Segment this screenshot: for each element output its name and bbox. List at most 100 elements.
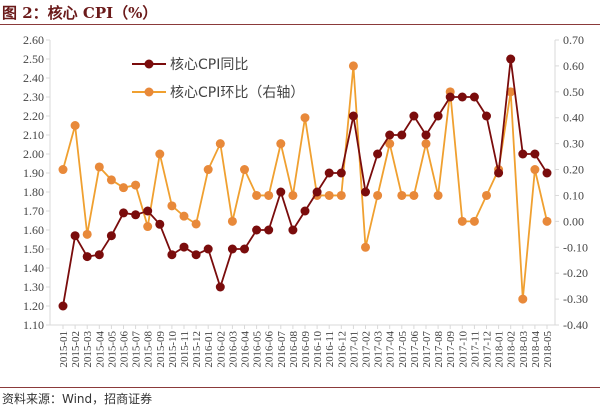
mom-data-point (469, 216, 479, 226)
mom-data-point (240, 165, 249, 175)
yoy-data-point (119, 208, 128, 218)
left-tick-label: 1.70 (23, 204, 44, 218)
x-tick-label: 2015-09 (155, 331, 167, 368)
x-tick-label: 2017-09 (445, 331, 457, 368)
x-tick-label: 2015-08 (143, 331, 155, 368)
x-tick-label: 2015-10 (167, 331, 179, 368)
mom-data-point (409, 190, 419, 200)
mom-data-point (506, 87, 516, 97)
yoy-data-point (276, 187, 286, 197)
x-tick-label: 2018-01 (494, 331, 506, 368)
x-tick-label: 2015-01 (58, 331, 70, 368)
mom-data-point (191, 219, 201, 229)
x-tick-label: 2018-02 (506, 331, 518, 368)
right-tick-label: -0.40 (563, 318, 588, 332)
x-tick-label: 2017-02 (361, 331, 373, 368)
right-tick-label: -0.10 (563, 240, 588, 254)
x-tick-label: 2015-03 (82, 331, 94, 368)
mom-data-point (300, 113, 310, 123)
x-tick-label: 2017-03 (373, 331, 385, 368)
mom-data-point (542, 216, 552, 226)
yoy-data-point (469, 92, 479, 102)
yoy-data-point (348, 111, 358, 121)
mom-data-point (179, 211, 189, 221)
legend-label: 核心CPI环比（右轴） (170, 85, 304, 101)
left-tick-label: 2.10 (23, 128, 44, 142)
x-tick-label: 2017-04 (385, 331, 397, 368)
mom-data-point (155, 149, 165, 159)
yoy-data-point (70, 231, 80, 241)
mom-data-point (264, 190, 274, 200)
left-tick-label: 2.00 (23, 147, 44, 161)
yoy-data-point (409, 111, 419, 121)
left-tick-label: 1.50 (23, 242, 44, 256)
source-note: 资料来源：Wind，招商证券 (2, 392, 153, 406)
yoy-data-point (179, 242, 189, 252)
x-tick-label: 2016-11 (324, 331, 336, 367)
mom-data-point (106, 175, 116, 185)
mom-data-point (288, 190, 298, 200)
left-tick-label: 2.20 (23, 109, 44, 123)
right-tick-label: 0.00 (563, 214, 584, 228)
x-tick-label: 2016-03 (227, 331, 239, 368)
yoy-data-point (215, 282, 225, 292)
left-tick-label: 2.50 (23, 52, 44, 66)
right-tick-label: 0.20 (563, 163, 584, 177)
yoy-data-point (106, 231, 116, 241)
x-tick-label: 2017-05 (397, 331, 409, 368)
source-divider (0, 387, 600, 388)
yoy-data-point (421, 130, 431, 140)
mom-data-point (324, 190, 334, 200)
yoy-data-point (336, 168, 346, 178)
yoy-data-point (288, 225, 298, 235)
title-divider (0, 24, 600, 25)
legend-marker (144, 59, 154, 69)
yoy-data-point (227, 244, 237, 254)
x-tick-label: 2015-05 (106, 331, 118, 368)
yoy-data-point (542, 168, 552, 178)
yoy-data-point (324, 168, 334, 178)
yoy-data-point (373, 149, 383, 159)
right-tick-label: 0.10 (563, 188, 584, 202)
axes: 1.10 1.20 1.30 1.40 1.50 1.60 1.70 1.80 1.90 2.00… (23, 33, 588, 368)
mom-data-point (518, 294, 528, 304)
yoy-data-point (361, 187, 370, 197)
yoy-data-point (397, 130, 407, 140)
mom-data-point (203, 165, 213, 175)
x-tick-label: 2016-10 (312, 331, 324, 368)
mom-data-point (58, 165, 68, 175)
mom-data-point (167, 201, 177, 211)
mom-data-point (215, 139, 225, 149)
yoy-data-point (240, 244, 249, 254)
x-tick-label: 2016-02 (215, 331, 227, 368)
x-tick-label: 2016-04 (240, 331, 252, 368)
legend-mom: 核心CPI环比（右轴） (132, 85, 304, 101)
legend-marker (144, 87, 154, 97)
x-tick-label: 2016-06 (264, 331, 276, 368)
mom-data-point (131, 180, 141, 190)
mom-data-point (119, 183, 128, 193)
yoy-data-point (264, 225, 274, 235)
yoy-data-point (385, 130, 395, 140)
yoy-data-point (94, 250, 104, 260)
x-tick-label: 2016-01 (203, 331, 215, 368)
x-tick-label: 2016-08 (288, 331, 300, 368)
mom-data-point (530, 165, 540, 175)
yoy-data-point (300, 206, 310, 216)
mom-data-point (385, 139, 395, 149)
yoy-data-point (494, 168, 504, 178)
yoy-data-point (433, 111, 443, 121)
yoy-data-point (518, 149, 528, 159)
x-tick-label: 2018-03 (518, 331, 530, 368)
mom-data-point (348, 61, 358, 71)
yoy-data-point (457, 92, 467, 102)
x-tick-label: 2015-07 (131, 331, 143, 368)
mom-data-point (457, 216, 467, 226)
mom-data-point (397, 190, 407, 200)
right-tick-label: -0.20 (563, 266, 588, 280)
yoy-data-point (530, 149, 540, 159)
mom-data-point (276, 139, 286, 149)
x-tick-label: 2016-05 (252, 331, 264, 368)
yoy-data-point (82, 252, 92, 262)
